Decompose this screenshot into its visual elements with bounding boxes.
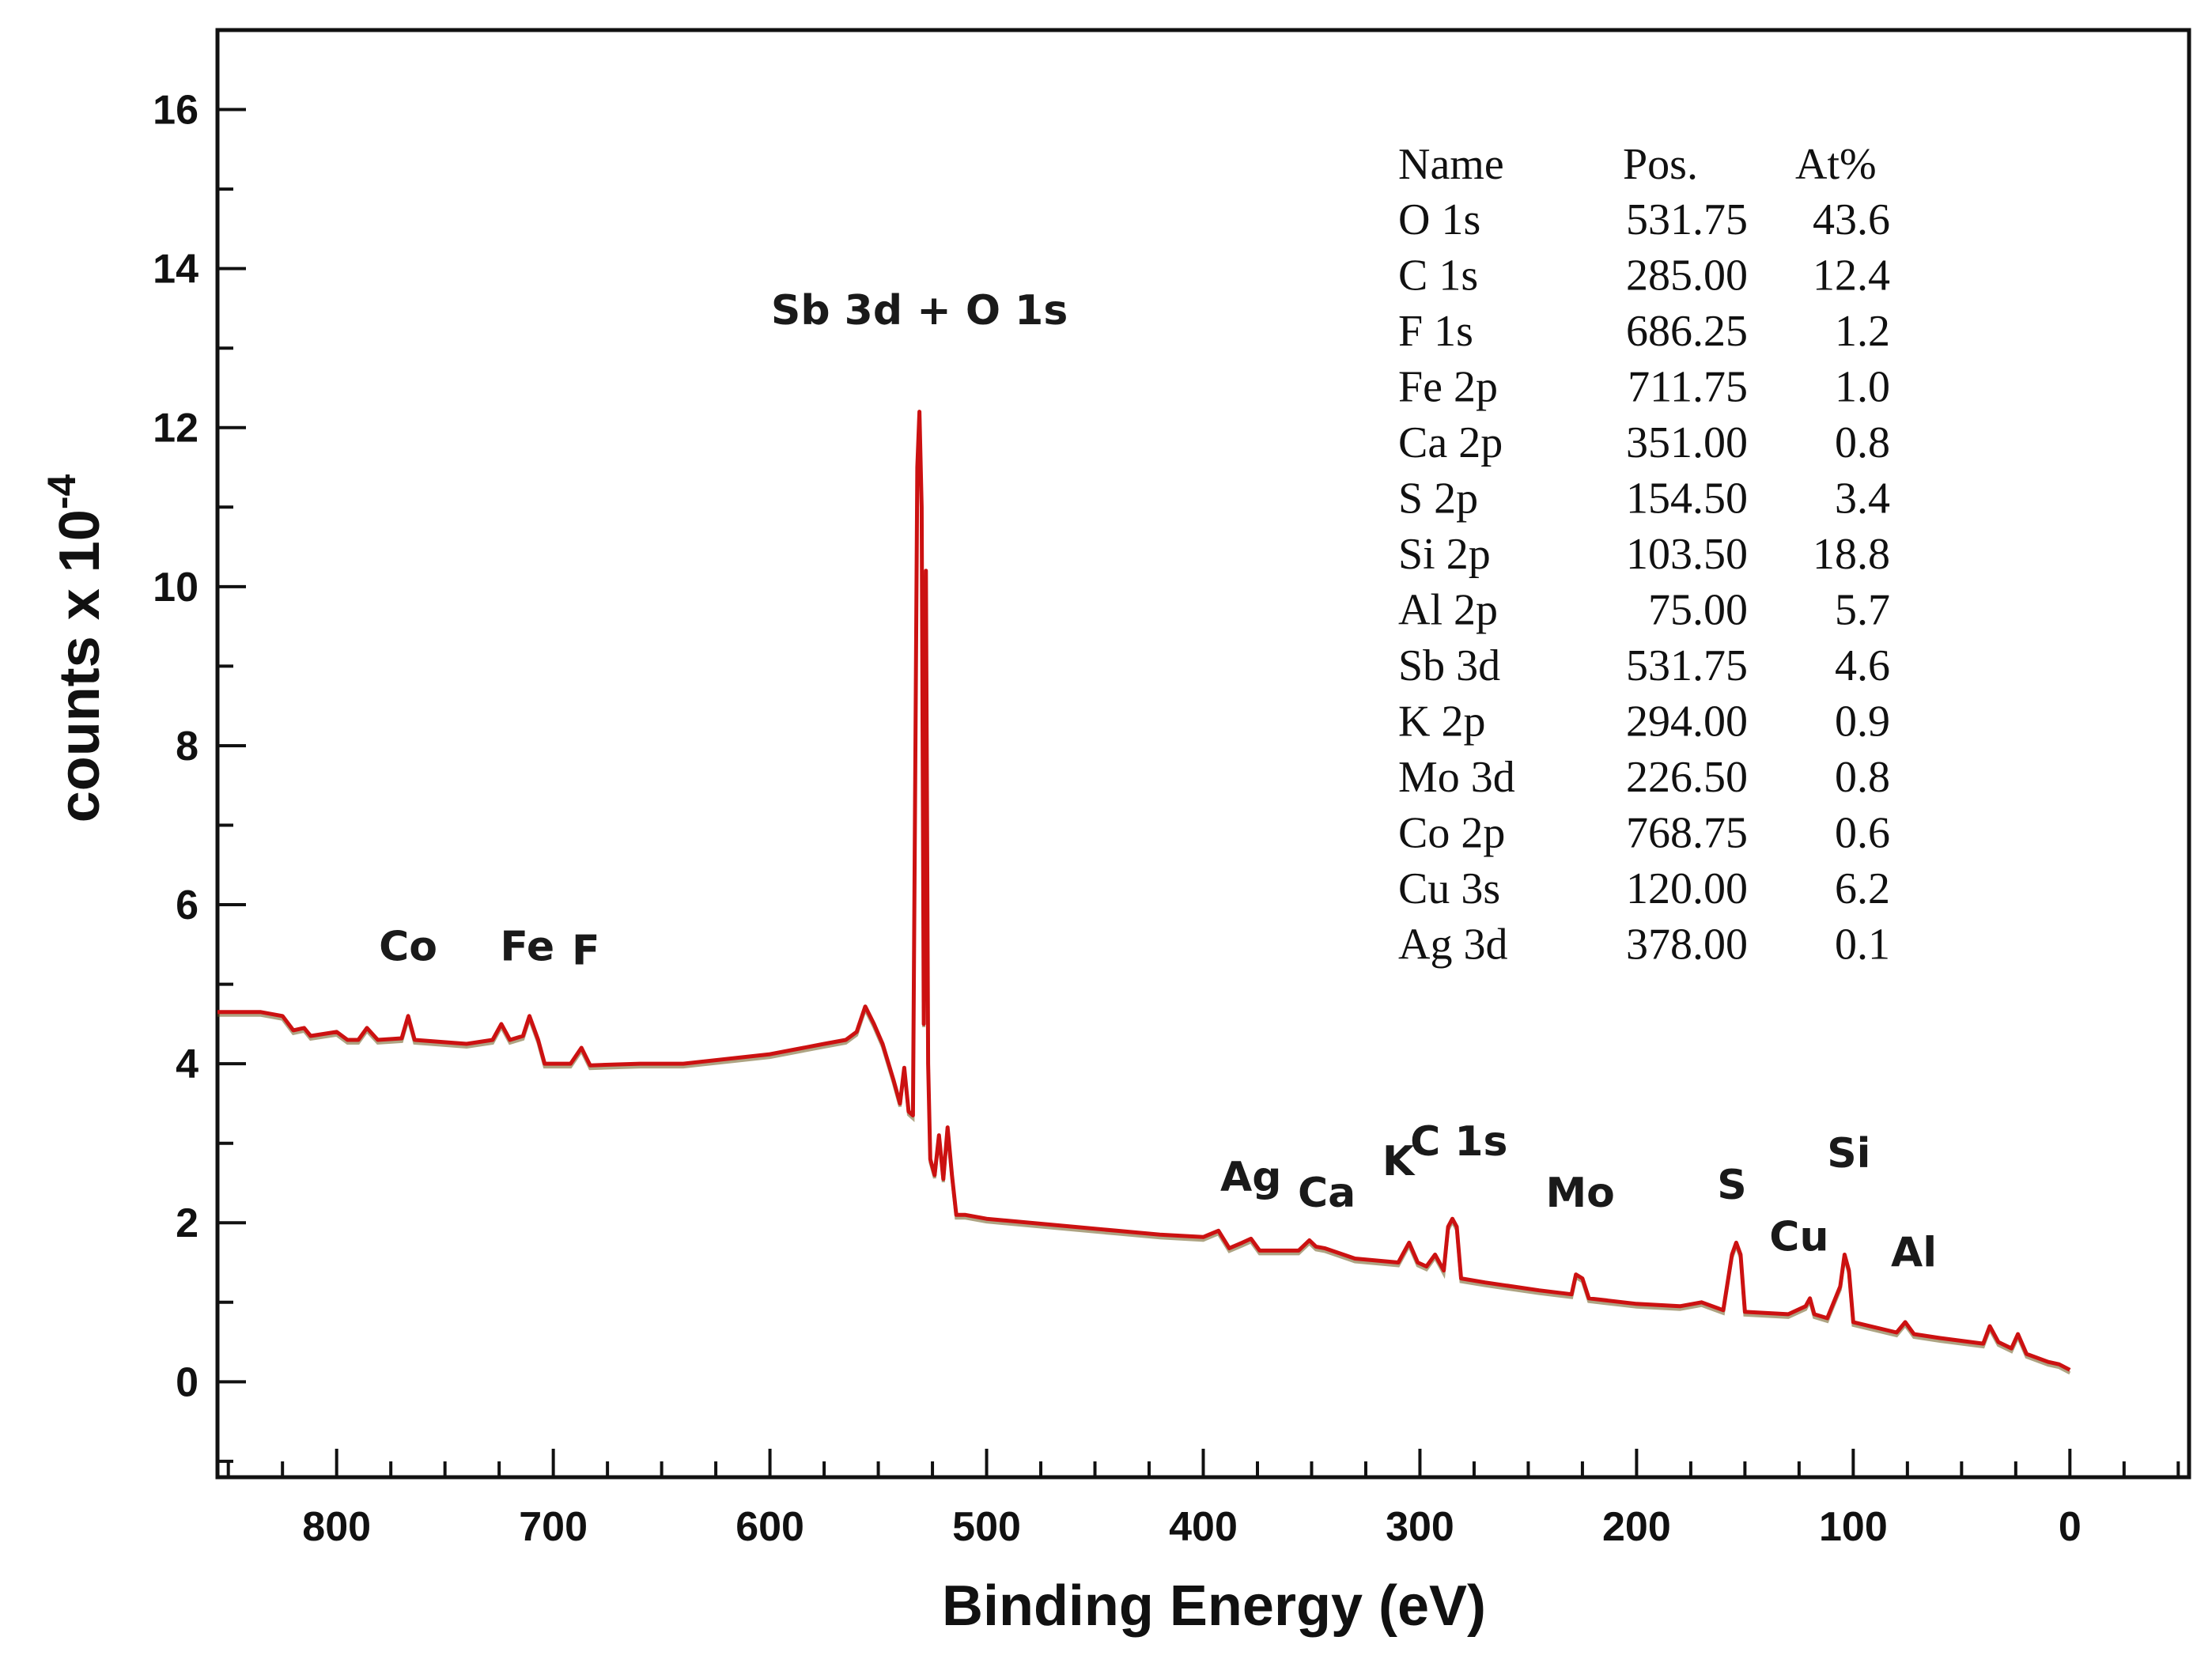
table-cell: Fe 2p	[1398, 363, 1498, 412]
peak-label: Ag	[1220, 1154, 1281, 1201]
y-tick-label: 14	[153, 247, 199, 293]
series-line	[217, 410, 2071, 1372]
y-tick-label: 16	[153, 88, 199, 134]
table-cell: O 1s	[1398, 195, 1480, 244]
table-cell: 12.4	[1813, 251, 1890, 301]
y-axis-title-base: counts x 10	[48, 509, 112, 822]
table-cell: 3.4	[1835, 474, 1890, 524]
table-cell: C 1s	[1398, 251, 1478, 301]
y-tick-label: 8	[176, 724, 199, 769]
table-cell: 75.00	[1648, 586, 1748, 635]
table-cell: 0.8	[1835, 753, 1890, 802]
y-tick-label: 6	[176, 883, 199, 928]
table-cell: Mo 3d	[1398, 753, 1515, 802]
peak-label: Sb 3d + O 1s	[771, 287, 1068, 335]
table-cell: Al 2p	[1398, 586, 1498, 635]
peak-label: Si	[1827, 1130, 1870, 1177]
table-header: Pos.	[1623, 140, 1698, 189]
table-cell: F 1s	[1398, 307, 1473, 356]
table-cell: S 2p	[1398, 474, 1478, 524]
table-cell: 103.50	[1626, 530, 1748, 579]
x-tick-label: 0	[2059, 1504, 2082, 1550]
x-tick-label: 200	[1602, 1504, 1671, 1550]
table-cell: 0.8	[1835, 418, 1890, 467]
table-cell: 711.75	[1628, 363, 1748, 412]
table-cell: 531.75	[1626, 195, 1748, 244]
table-cell: 154.50	[1626, 474, 1748, 524]
y-tick-label: 2	[176, 1200, 199, 1246]
table-header: Name	[1398, 140, 1504, 189]
table-cell: 4.6	[1835, 641, 1890, 690]
axis-titles: Binding Energy (eV) counts x 10-4	[40, 474, 1486, 1638]
series-layer	[217, 410, 2071, 1375]
y-axis-title-exponent: -4	[40, 474, 84, 510]
table-cell: 6.2	[1835, 864, 1890, 913]
table-cell: 43.6	[1813, 195, 1890, 244]
peak-label: K	[1382, 1138, 1416, 1185]
table-cell: 5.7	[1835, 586, 1890, 635]
x-tick-label: 300	[1386, 1504, 1454, 1550]
table-cell: 0.1	[1835, 920, 1890, 970]
peak-label: C 1s	[1410, 1118, 1507, 1166]
peak-label: Ca	[1298, 1170, 1356, 1217]
x-tick-label: 500	[952, 1504, 1021, 1550]
x-tick-label: 700	[519, 1504, 588, 1550]
y-tick-label: 4	[176, 1041, 199, 1087]
table-cell: 1.0	[1835, 363, 1890, 412]
table-cell: 0.9	[1835, 697, 1890, 747]
table-cell: Ag 3d	[1398, 920, 1507, 970]
table-cell: 285.00	[1626, 251, 1748, 301]
y-axis-title: counts x 10-4	[40, 474, 112, 823]
table-cell: 686.25	[1626, 307, 1748, 356]
table-cell: Ca 2p	[1398, 418, 1503, 467]
peak-annotations: Sb 3d + O 1s Co Fe F Ag Ca KC 1s Mo S Si Cu Al	[379, 287, 1937, 1277]
table-cell: Cu 3s	[1398, 864, 1500, 913]
table-cell: Co 2p	[1398, 809, 1505, 858]
table-cell: K 2p	[1398, 697, 1485, 747]
y-tick-label: 0	[176, 1359, 199, 1405]
table-cell: 226.50	[1626, 753, 1748, 802]
table-cell: 120.00	[1626, 864, 1748, 913]
x-tick-label: 400	[1169, 1504, 1238, 1550]
peak-label: Mo	[1545, 1170, 1614, 1217]
x-tick-label: 600	[735, 1504, 804, 1550]
y-tick-label: 12	[153, 406, 199, 452]
composition-table: Name Pos. At% O 1s 531.75 43.6 C 1s 285.00 12.4 F…	[1398, 140, 1890, 970]
table-cell: 294.00	[1626, 697, 1748, 747]
table-cell: 351.00	[1626, 418, 1748, 467]
table-cell: 531.75	[1626, 641, 1748, 690]
table-cell: 768.75	[1626, 809, 1748, 858]
table-cell: 0.6	[1835, 809, 1890, 858]
y-tick-label: 10	[153, 565, 199, 610]
table-cell: Si 2p	[1398, 530, 1491, 579]
peak-label: Cu	[1769, 1213, 1828, 1261]
x-tick-label: 800	[302, 1504, 371, 1550]
x-tick-label: 100	[1819, 1504, 1888, 1550]
axis-ticks: 800 700 600 500 400 300 200 100 0 0 2 4 6 8 10 12 14 16	[153, 88, 2180, 1550]
x-axis-title: Binding Energy (eV)	[942, 1574, 1486, 1638]
peak-label: Fe	[500, 923, 554, 970]
table-cell: 18.8	[1813, 530, 1890, 579]
peak-label: S	[1717, 1162, 1746, 1209]
peak-label: F	[572, 927, 600, 974]
table-cell: 378.00	[1626, 920, 1748, 970]
peak-label: Co	[379, 923, 437, 970]
table-cell: Sb 3d	[1398, 641, 1500, 690]
table-header: At%	[1795, 140, 1877, 189]
table-cell: 1.2	[1835, 307, 1890, 356]
peak-label: Al	[1891, 1230, 1937, 1277]
